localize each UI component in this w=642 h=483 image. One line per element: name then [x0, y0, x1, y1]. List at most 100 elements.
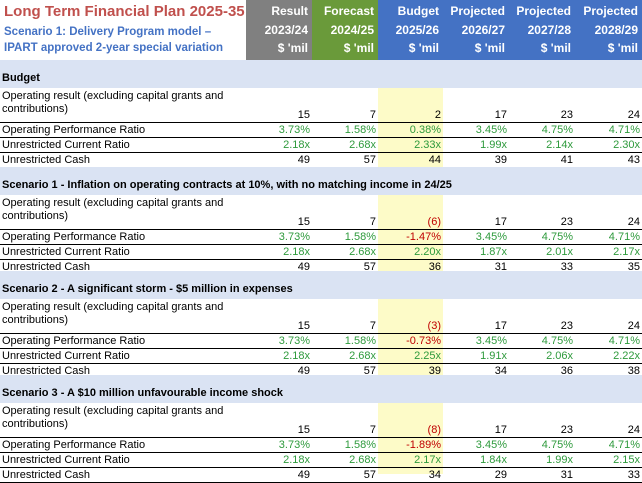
column-header-l2: 2026/27 — [461, 23, 505, 37]
value-cell: 2.17x — [414, 454, 441, 466]
column-header-l3: $ 'mil — [343, 41, 374, 55]
value-cell: 36 — [428, 261, 441, 273]
column-header-3: Projected 2026/27 $ 'mil — [443, 0, 509, 60]
value-cell: 23 — [560, 320, 573, 332]
value-cell: 35 — [627, 261, 640, 273]
value-cell: 2.20x — [414, 246, 441, 258]
section-title: Scenario 1 - Inflation on operating cont… — [2, 179, 452, 191]
row-label: Operating result (excluding capital gran… — [2, 301, 224, 326]
row-label: Unrestricted Current Ratio — [2, 350, 130, 362]
value-cell: 41 — [560, 154, 573, 166]
value-cell: 2.17x — [613, 246, 640, 258]
table-header: Long Term Financial Plan 2025-35 Scenari… — [0, 0, 642, 60]
value-cell: -1.89% — [406, 439, 441, 451]
value-cell: 15 — [297, 424, 310, 436]
value-cell: 2.68x — [349, 350, 376, 362]
value-cell: 29 — [494, 469, 507, 481]
value-cell: 49 — [297, 154, 310, 166]
value-cell: 23 — [560, 424, 573, 436]
column-header-l3: $ 'mil — [540, 41, 571, 55]
section-title: Scenario 3 - A $10 million unfavourable … — [2, 387, 283, 399]
column-header-l3: $ 'mil — [277, 41, 308, 55]
column-header-l1: Result — [271, 4, 308, 18]
value-cell: 39 — [428, 365, 441, 377]
value-cell: 2.15x — [613, 454, 640, 466]
value-cell: 44 — [428, 154, 441, 166]
value-cell: 24 — [627, 320, 640, 332]
value-cell: 2.18x — [283, 139, 310, 151]
section-spacer — [0, 60, 642, 70]
value-cell: 2.30x — [613, 139, 640, 151]
row-label: Operating result (excluding capital gran… — [2, 90, 224, 115]
value-cell: -0.73% — [406, 335, 441, 347]
value-cell: 36 — [560, 365, 573, 377]
value-cell: 1.99x — [546, 454, 573, 466]
value-cell: 4.75% — [541, 231, 573, 243]
table-row: Unrestricted Current Ratio 2.18x 2.68x 2.33… — [0, 138, 642, 153]
column-header-l2: 2024/25 — [330, 23, 374, 37]
value-cell: 4.75% — [541, 335, 573, 347]
value-cell: 49 — [297, 261, 310, 273]
value-cell: 31 — [494, 261, 507, 273]
row-label: Operating Performance Ratio — [2, 439, 146, 451]
table-row: Unrestricted Cash 49 57 44 39 41 43 — [0, 153, 642, 168]
table-row: Operating result (excluding capital gran… — [0, 196, 642, 230]
value-cell: 57 — [363, 261, 376, 273]
value-cell: 17 — [494, 320, 507, 332]
value-cell: 2.33x — [414, 139, 441, 151]
table-row: Unrestricted Cash 49 57 34 29 31 33 — [0, 468, 642, 483]
value-cell: 33 — [560, 261, 573, 273]
value-cell: 2.68x — [349, 246, 376, 258]
value-cell: 15 — [297, 216, 310, 228]
section-header: Scenario 1 - Inflation on operating cont… — [0, 177, 642, 195]
value-cell: 4.75% — [541, 124, 573, 136]
column-header-l1: Forecast — [323, 4, 374, 18]
table-row: Operating Performance Ratio 3.73% 1.58% 0.3… — [0, 123, 642, 138]
column-header-l2: 2023/24 — [264, 23, 308, 37]
column-header-l3: $ 'mil — [408, 41, 439, 55]
table-row: Operating result (excluding capital gran… — [0, 404, 642, 438]
value-cell: 2.22x — [613, 350, 640, 362]
section-header: Scenario 2 - A significant storm - $5 mi… — [0, 281, 642, 299]
row-label: Unrestricted Current Ratio — [2, 454, 130, 466]
row-label: Operating Performance Ratio — [2, 335, 146, 347]
value-cell: 57 — [363, 365, 376, 377]
value-cell: 4.71% — [608, 335, 640, 347]
section-spacer — [0, 167, 642, 177]
column-header-1: Forecast 2024/25 $ 'mil — [312, 0, 378, 60]
value-cell: 1.58% — [344, 124, 376, 136]
row-label: Unrestricted Cash — [2, 365, 91, 377]
column-header-l1: Projected — [583, 4, 638, 18]
value-cell: 2.25x — [414, 350, 441, 362]
value-cell: 57 — [363, 469, 376, 481]
value-cell: 2 — [434, 109, 441, 121]
row-label: Unrestricted Cash — [2, 469, 91, 481]
section-title: Scenario 2 - A significant storm - $5 mi… — [2, 283, 293, 295]
value-cell: 15 — [297, 320, 310, 332]
value-cell: 0.38% — [409, 124, 441, 136]
row-label: Unrestricted Current Ratio — [2, 139, 130, 151]
table-row: Operating Performance Ratio 3.73% 1.58% -1.… — [0, 230, 642, 245]
value-cell: 49 — [297, 469, 310, 481]
value-cell: 49 — [297, 365, 310, 377]
value-cell: (6) — [427, 216, 441, 228]
value-cell: (3) — [427, 320, 441, 332]
value-cell: 23 — [560, 109, 573, 121]
column-header-l1: Projected — [516, 4, 571, 18]
value-cell: 3.73% — [278, 124, 310, 136]
value-cell: 1.99x — [480, 139, 507, 151]
value-cell: 3.73% — [278, 439, 310, 451]
value-cell: 2.18x — [283, 454, 310, 466]
section-spacer — [0, 375, 642, 385]
value-cell: 7 — [369, 320, 376, 332]
row-label: Operating Performance Ratio — [2, 124, 146, 136]
value-cell: 7 — [369, 216, 376, 228]
column-header-5: Projected 2028/29 $ 'mil — [575, 0, 642, 60]
table-row: Operating Performance Ratio 3.73% 1.58% -1.… — [0, 438, 642, 453]
column-header-l3: $ 'mil — [474, 41, 505, 55]
value-cell: 2.18x — [283, 246, 310, 258]
value-cell: 43 — [627, 154, 640, 166]
budget-column-highlight — [378, 60, 443, 474]
value-cell: -1.47% — [406, 231, 441, 243]
